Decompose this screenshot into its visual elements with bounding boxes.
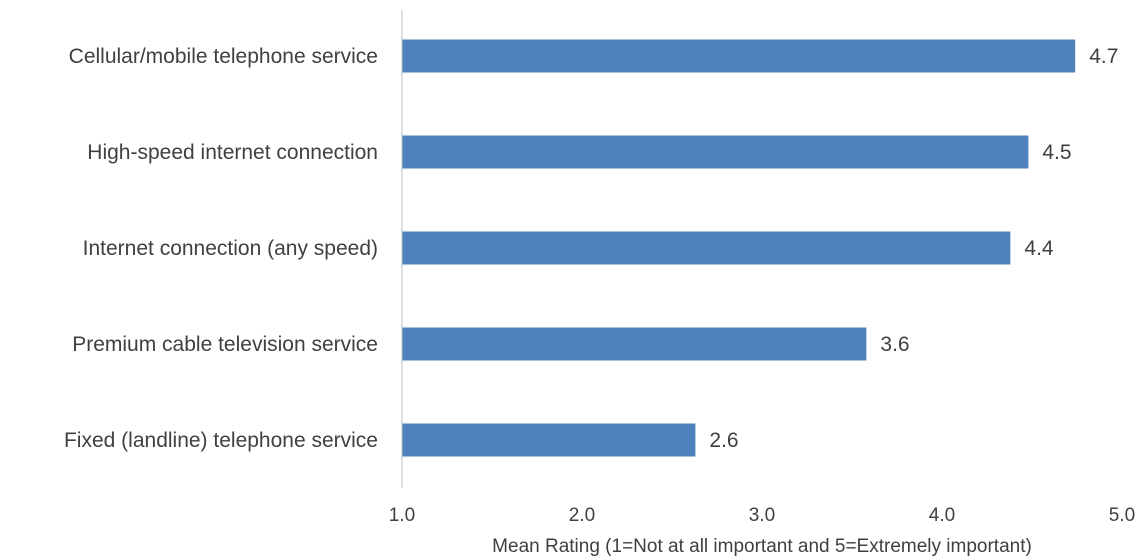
data-label: 3.6 <box>880 333 909 356</box>
bar <box>402 231 1011 265</box>
bar <box>402 135 1029 169</box>
category-labels-group: Cellular/mobile telephone service High-sp… <box>64 45 378 452</box>
data-labels-group: 4.7 4.5 4.4 3.6 2.6 <box>709 45 1118 452</box>
bar <box>402 39 1076 73</box>
category-label: Premium cable television service <box>72 333 378 356</box>
x-tick-label: 5.0 <box>1109 505 1135 526</box>
data-label: 4.5 <box>1042 141 1071 164</box>
data-label: 4.7 <box>1089 45 1118 68</box>
x-tick-label: 4.0 <box>929 505 955 526</box>
category-label: High-speed internet connection <box>87 141 378 164</box>
data-label: 2.6 <box>709 429 738 452</box>
category-label: Fixed (landline) telephone service <box>64 429 378 452</box>
bars-group <box>402 39 1076 457</box>
x-tick-label: 3.0 <box>749 505 775 526</box>
category-label: Cellular/mobile telephone service <box>69 45 378 68</box>
x-tick-label: 2.0 <box>569 505 595 526</box>
bar <box>402 423 696 457</box>
data-label: 4.4 <box>1024 237 1054 260</box>
x-tick-label: 1.0 <box>389 505 415 526</box>
category-label: Internet connection (any speed) <box>83 237 378 260</box>
x-tick-labels-group: 1.0 2.0 3.0 4.0 5.0 <box>389 505 1135 526</box>
bar <box>402 327 867 361</box>
x-axis-label: Mean Rating (1=Not at all important and … <box>492 536 1032 557</box>
